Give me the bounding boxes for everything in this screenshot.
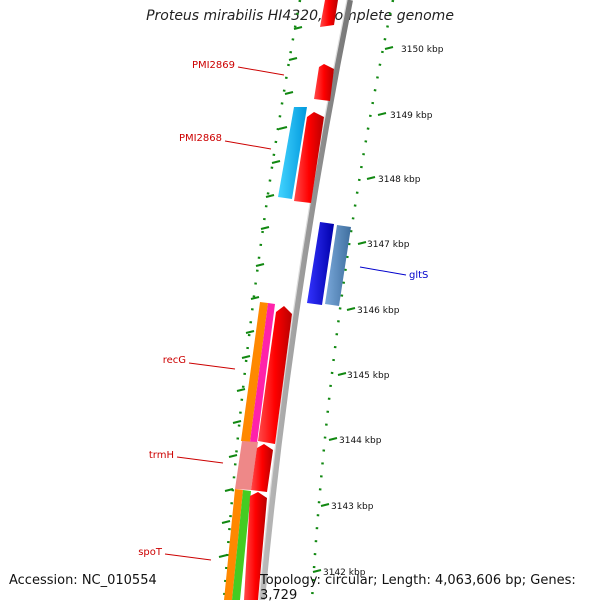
tick-label: 3149 kbp (390, 111, 433, 121)
tick-label: 3145 kbp (347, 371, 390, 381)
gene-leader-line (224, 140, 272, 150)
gene-leader-line (164, 553, 212, 561)
red-cds (314, 64, 334, 101)
gene-leader-line (237, 66, 285, 76)
red-cds-spoT (244, 492, 267, 600)
tick-label: 3146 kbp (357, 306, 400, 316)
tick-label: 3144 kbp (339, 436, 382, 446)
cyan-cds (278, 107, 307, 199)
gene-label-spot: spoT (138, 547, 163, 558)
pink-feature-trmH (235, 441, 258, 490)
tick-marks (218, 0, 395, 600)
green-feature (232, 490, 251, 600)
tick-label: 3142 kbp (323, 568, 366, 578)
gene-label-pmi2869: PMI2869 (192, 60, 235, 71)
tick-label: 3148 kbp (378, 175, 421, 185)
tick-label: 3150 kbp (401, 45, 444, 55)
genome-summary-text: Topology: circular; Length: 4,063,606 bp… (260, 573, 576, 603)
orange-feature (241, 302, 268, 442)
gene-label-glts: gltS (409, 270, 428, 281)
gene-leader-line (176, 456, 224, 464)
red-cds (251, 444, 273, 492)
red-cds (320, 0, 338, 27)
magenta-feature (250, 303, 275, 443)
tick-labels: 3150 kbp 3149 kbp 3148 kbp 3147 kbp 3146 kbp… (323, 45, 444, 578)
gene-label-recg: recG (163, 355, 186, 366)
tick-label: 3143 kbp (331, 502, 374, 512)
gene-label-trmh: trmH (149, 450, 174, 461)
blue-cds-gltS (307, 222, 334, 305)
backbone-arc (259, 0, 353, 600)
tick-label: 3147 kbp (367, 240, 410, 250)
red-cds (294, 112, 324, 203)
outer-tick-ring (310, 0, 395, 600)
accession-text: Accession: NC_010554 (9, 573, 157, 588)
map-title: Proteus mirabilis HI4320, complete genom… (146, 8, 454, 24)
inner-tick-ring (222, 0, 302, 600)
steelblue-cds (325, 225, 351, 306)
gene-features (224, 0, 351, 600)
red-cds-recG (258, 306, 292, 444)
gene-labels: PMI2869 PMI2868 gltS recG trmH spoT (138, 60, 428, 561)
gene-leader-line (359, 266, 407, 276)
orange-feature (224, 489, 243, 600)
gene-label-pmi2868: PMI2868 (179, 133, 222, 144)
gene-leader-line (188, 362, 236, 370)
